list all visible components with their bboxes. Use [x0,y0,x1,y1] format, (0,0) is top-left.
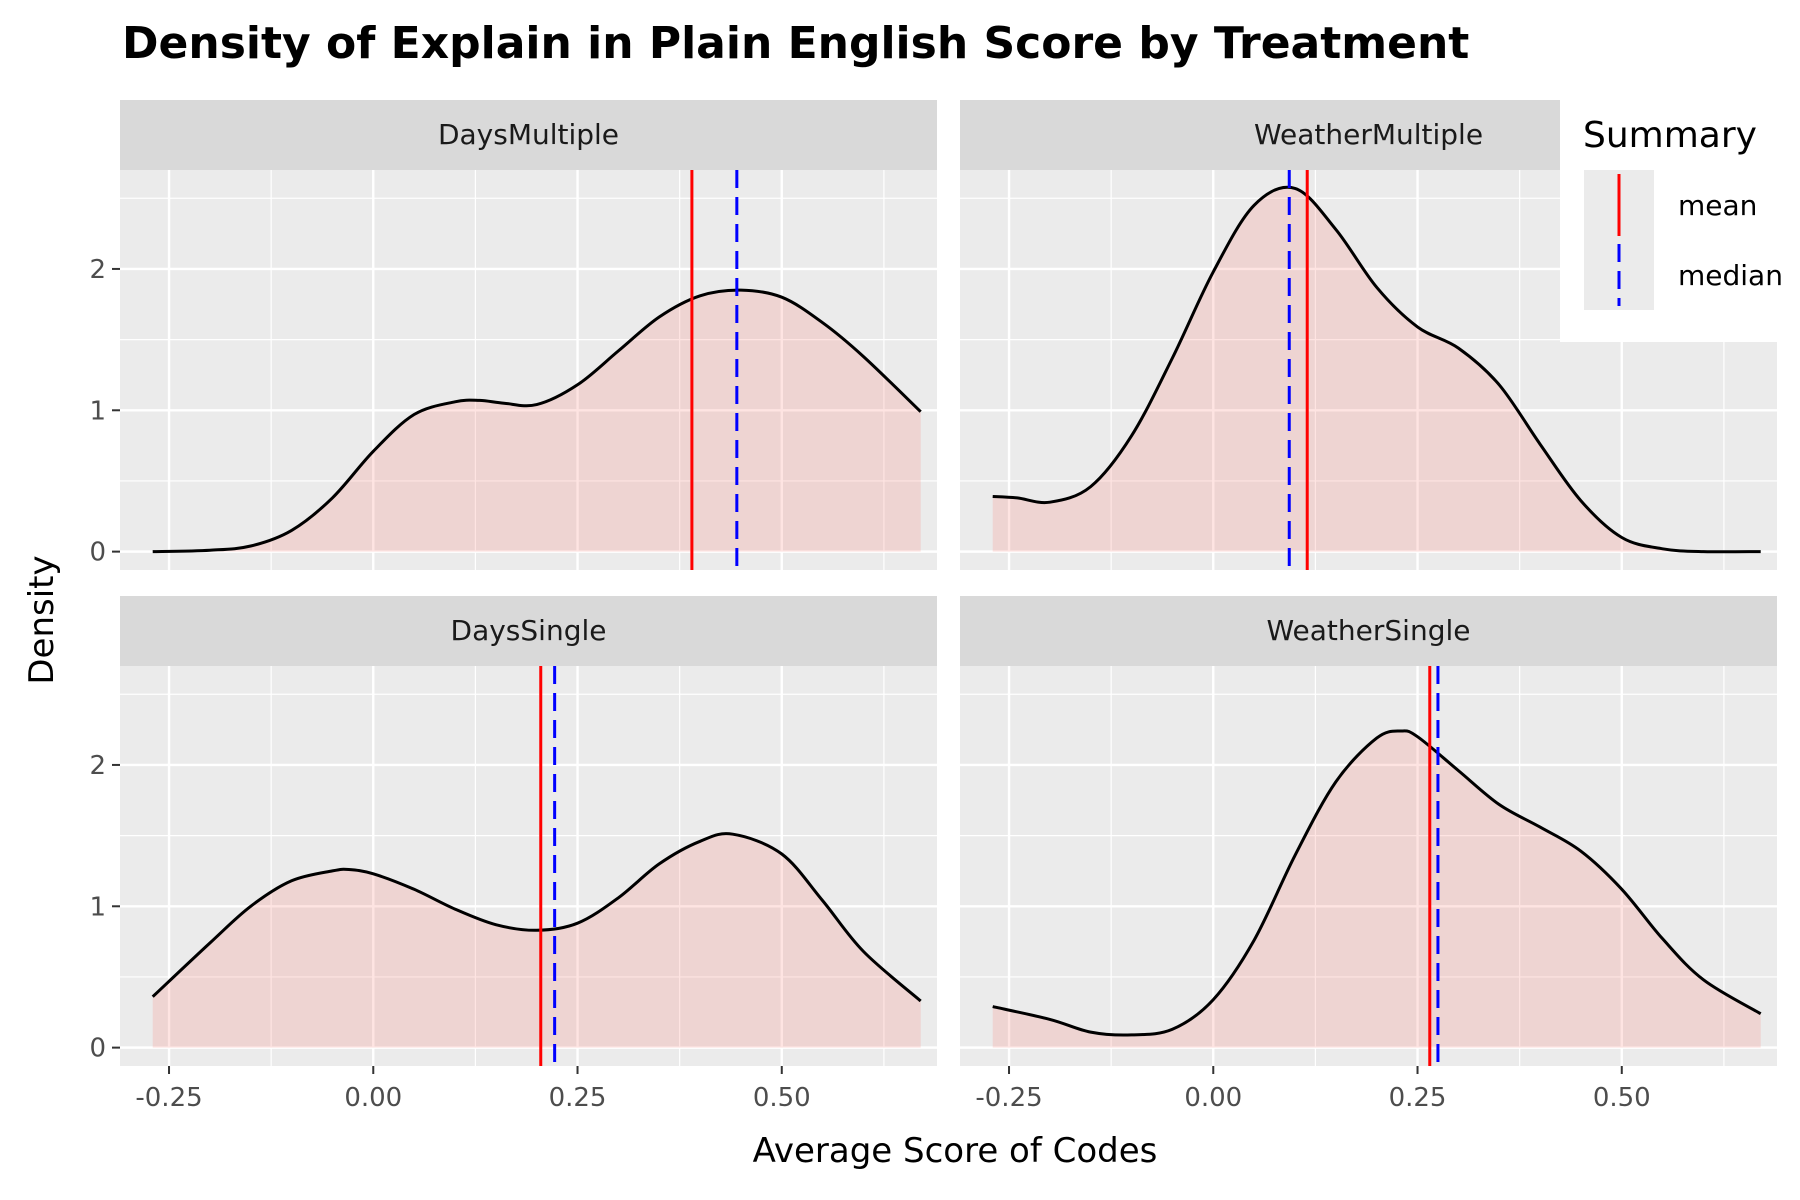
x-tick-label: -0.25 [135,1083,202,1113]
facet-strip-label: DaysMultiple [438,118,619,151]
y-tick-label: 1 [89,892,106,922]
gridlines [120,170,937,570]
gridlines [960,170,1777,570]
x-tick-label: 0.00 [344,1083,402,1113]
x-tick-label: 0.25 [1389,1083,1447,1113]
y-tick-label: 2 [89,255,106,285]
y-tick-label: 0 [89,1034,106,1064]
x-tick-label: 0.00 [1184,1083,1242,1113]
panel-WeatherSingle: WeatherSingle -0.25 0.00 0.25 0.50 [960,596,1777,1113]
facet-strip-label: DaysSingle [451,614,607,647]
panel-DaysSingle: DaysSingle 0 1 2 -0.25 0.00 0.25 0.50 [89,596,937,1113]
density-area [152,833,921,1048]
density-area [992,730,1761,1048]
legend-entries: mean median [1584,170,1783,310]
facet-strip [120,596,937,666]
y-tick-label: 0 [89,538,106,568]
facet-strip [120,100,937,170]
x-tick-label: 0.50 [1593,1083,1651,1113]
density-curve [992,729,1762,1037]
panel-DaysMultiple: DaysMultiple 0 1 2 [89,100,937,570]
gridlines [120,666,937,1066]
legend-entry-median: median [1584,240,1783,310]
y-tick-label: 2 [89,751,106,781]
facet-strip-label: WeatherSingle [1267,614,1471,647]
density-curve [992,185,1761,554]
chart-title: Density of Explain in Plain English Scor… [122,18,1469,69]
panel-background [960,666,1777,1066]
y-tick-label: 1 [89,396,106,426]
legend: Summary mean median [1560,92,1800,342]
x-tick-label: 0.25 [549,1083,607,1113]
facet-panels: DaysMultiple 0 1 2 WeatherMultiple DaysSingle… [89,100,1777,1113]
facet-strip [960,596,1777,666]
density-curve [151,832,922,1003]
facet-strip-label: WeatherMultiple [1254,118,1483,151]
legend-label: mean [1678,189,1757,222]
panel-background [120,170,937,570]
y-axis-title: Density [22,555,62,684]
x-tick-label: 0.50 [753,1083,811,1113]
panel-background [120,666,937,1066]
legend-label: median [1678,259,1783,292]
legend-title: Summary [1583,115,1757,156]
density-area [992,187,1761,552]
x-tick-label: -0.25 [975,1083,1042,1113]
x-axis-title: Average Score of Codes [753,1131,1158,1171]
density-curve [152,288,922,554]
legend-entry-mean: mean [1584,170,1757,240]
